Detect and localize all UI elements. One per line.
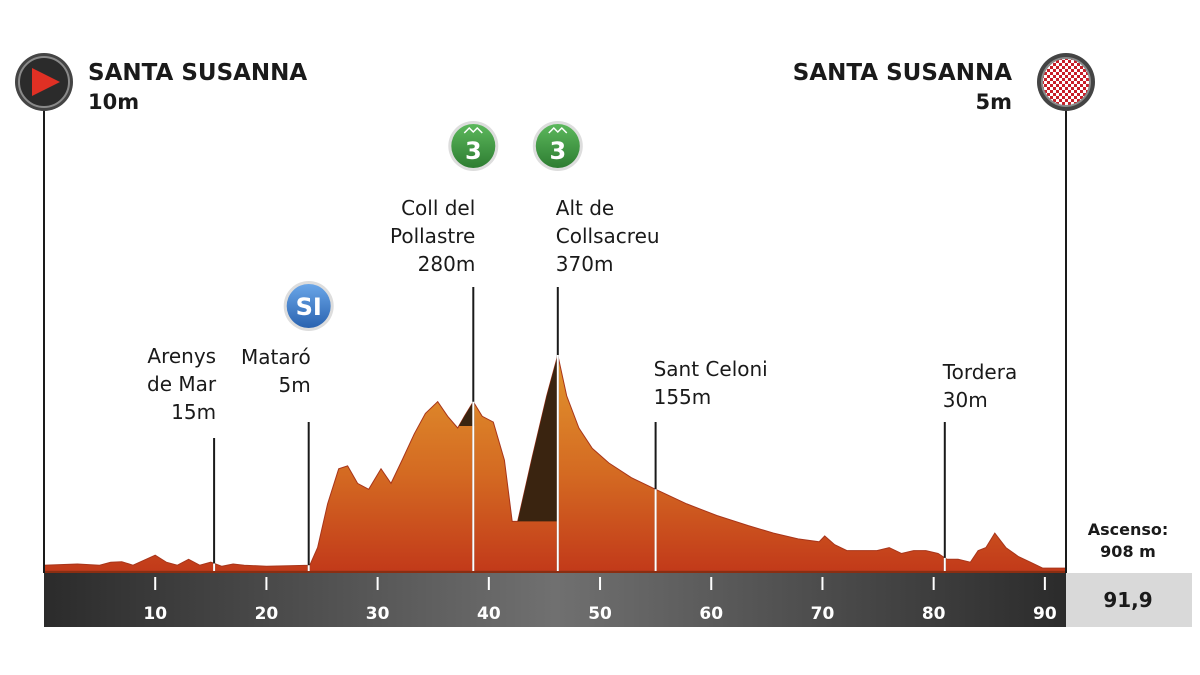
ascent-label: Ascenso: [1088, 520, 1169, 539]
waypoint-label-6-2: 30m [943, 388, 988, 412]
tick-label-20: 20 [255, 604, 279, 624]
tick-label-30: 30 [366, 604, 390, 624]
start-name: SANTA SUSANNA [88, 60, 307, 86]
badge-label-4: 3 [549, 137, 566, 165]
waypoint-label-3-2: Pollastre [390, 224, 475, 248]
total-distance-value: 91,9 [1103, 588, 1152, 612]
waypoint-label-4-2: Collsacreu [556, 224, 660, 248]
waypoint-label-5-1: Sant Celoni [654, 357, 768, 381]
tick-label-70: 70 [811, 604, 835, 624]
climb-category-badge-icon: 3 [448, 121, 499, 171]
waypoint-label-3-1: Coll del [401, 196, 475, 220]
waypoint-label-1-1: Arenys [147, 344, 216, 368]
tick-label-80: 80 [922, 604, 946, 624]
finish-checkered-icon [1037, 53, 1095, 111]
badge-label-2: SI [296, 293, 322, 321]
waypoint-label-4-3: 370m [556, 252, 614, 276]
tick-label-40: 40 [477, 604, 501, 624]
climb-segment-1 [458, 401, 475, 426]
start-altitude: 10m [88, 90, 139, 114]
tick-label-10: 10 [143, 604, 167, 624]
tick-label-90: 90 [1033, 604, 1057, 624]
waypoint-label-2-2: 5m [278, 373, 310, 397]
finish-name: SANTA SUSANNA [793, 60, 1012, 86]
badge-label-3: 3 [465, 137, 482, 165]
distance-axis-bar [44, 573, 1066, 627]
waypoint-label-5-2: 155m [654, 385, 712, 409]
start-flag-icon [15, 53, 73, 111]
ascent-value: 908 m [1100, 542, 1156, 561]
waypoint-label-6-1: Tordera [942, 360, 1017, 384]
climb-segment-2 [516, 355, 558, 522]
tick-label-60: 60 [699, 604, 723, 624]
total-distance-box [1066, 573, 1192, 627]
waypoint-label-1-3: 15m [171, 400, 216, 424]
waypoint-label-4-1: Alt de [556, 196, 614, 220]
sprint-badge-icon: SI [283, 281, 334, 331]
climb-category-badge-icon: 3 [532, 121, 583, 171]
waypoint-label-3-3: 280m [418, 252, 476, 276]
waypoint-label-1-2: de Mar [147, 372, 217, 396]
waypoint-label-2-1: Mataró [241, 345, 311, 369]
finish-altitude: 5m [976, 90, 1013, 114]
tick-label-50: 50 [588, 604, 612, 624]
